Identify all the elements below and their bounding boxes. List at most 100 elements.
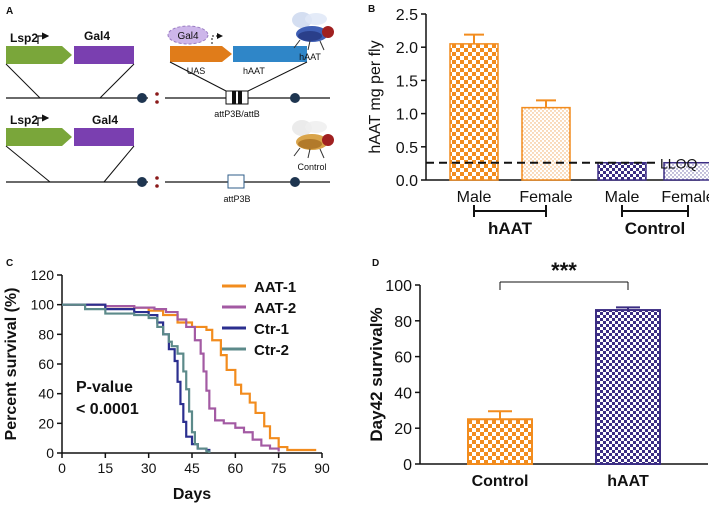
attp3b-attb-label: attP3B/attB — [214, 109, 260, 119]
row1-break-dot-top — [155, 92, 159, 96]
c-survival-line — [62, 303, 211, 453]
c-y-tick-label: 120 — [31, 267, 55, 283]
fly-haat-image — [292, 12, 334, 51]
b-y-tick-label: 1.5 — [396, 73, 418, 90]
panel-b-letter: B — [368, 4, 375, 15]
c-y-tick-label: 0 — [46, 445, 54, 461]
row1-lsp2-arrow — [6, 46, 72, 64]
b-bar — [663, 161, 709, 181]
attp3b-attb-site — [225, 90, 249, 105]
row1-right-flank-line — [99, 63, 135, 99]
d-y-tick-label: 60 — [394, 350, 412, 367]
d-bar — [595, 309, 661, 465]
row2-centromere — [137, 177, 147, 187]
c-survival-line — [62, 303, 280, 452]
row2-lsp2-arrow — [6, 128, 72, 146]
c-y-tick-label: 20 — [38, 415, 54, 431]
d-y-tick-label: 0 — [403, 457, 412, 474]
b-y-tick-label: 1.0 — [396, 107, 418, 124]
c-x-tick-label: 60 — [228, 460, 244, 476]
b-category-label: Male — [605, 189, 640, 206]
attb-stripe-1 — [232, 91, 236, 104]
row1-lsp2-label: Lsp2 — [10, 31, 38, 45]
panel-a-letter: A — [6, 6, 13, 17]
b-category-label: Female — [519, 189, 572, 206]
c-x-tick-label: 30 — [141, 460, 157, 476]
row1b-centromere — [290, 93, 300, 103]
b-bar — [597, 161, 647, 181]
b-category-label: Male — [457, 189, 492, 206]
row1-promoter-arrow — [37, 32, 50, 44]
b-bar — [449, 43, 499, 181]
haat-gene-label: hAAT — [243, 66, 265, 76]
b-y-axis-label: hAAT mg per fly — [367, 40, 384, 153]
b-bar — [521, 106, 571, 181]
row2-right-flank-line — [103, 145, 135, 183]
row1b-left-flank-line — [169, 61, 229, 93]
c-pvalue-value: < 0.0001 — [76, 401, 139, 418]
row2-break-dot-bottom — [155, 184, 159, 188]
attp3b-site — [227, 174, 245, 189]
row2-promoter-arrow — [37, 114, 50, 126]
panel-a: A Lsp2 Gal4 Gal4 UAS hAAT — [5, 6, 334, 204]
row1-right-construct: Gal4 UAS hAAT attP3B/attB — [165, 25, 330, 119]
c-pvalue-label: P-value — [76, 379, 133, 396]
b-y-tick-label: 2.5 — [396, 7, 418, 24]
c-x-tick-label: 0 — [58, 460, 66, 476]
c-legend-label: Ctr-1 — [254, 321, 289, 338]
chart-b-haat-per-fly: 0.0 0.5 1.0 1.5 2.0 2.5 hAAT mg per fly Male Fem… — [367, 7, 709, 238]
b-y-tick-label: 0.5 — [396, 140, 418, 157]
row1b-right-flank-line — [245, 61, 308, 93]
b-y-tick-label: 0.0 — [396, 173, 418, 190]
fly-haat-label: hAAT — [299, 52, 321, 62]
gal4-protein-label: Gal4 — [177, 31, 199, 42]
row1-centromere — [137, 93, 147, 103]
uas-activation-arrow — [211, 33, 223, 44]
c-y-tick-label: 100 — [31, 297, 55, 313]
c-y-axis-label: Percent survival (%) — [3, 288, 20, 441]
attp3b-label: attP3B — [223, 194, 250, 204]
d-y-tick-label: 40 — [394, 385, 412, 402]
b-lloq-label: LLOQ — [660, 156, 697, 172]
c-y-tick-label: 60 — [38, 356, 54, 372]
fly-control-image — [292, 120, 334, 159]
c-x-tick-label: 15 — [98, 460, 114, 476]
d-y-tick-label: 20 — [394, 421, 412, 438]
c-x-axis-label: Days — [173, 486, 211, 503]
d-y-tick-label: 100 — [385, 278, 412, 295]
row2-left-construct: Lsp2 Gal4 — [5, 113, 159, 188]
chart-c-survival-curves: 0 20 40 60 80 100 120 0 15 30 45 60 75 90 Days Percent … — [3, 267, 330, 503]
row1-break-dot-bottom — [155, 100, 159, 104]
haat-gene-box — [233, 46, 307, 62]
b-group-label: hAAT — [488, 219, 533, 238]
uas-box — [170, 46, 232, 62]
row1-left-construct: Lsp2 Gal4 — [5, 29, 159, 104]
row2-left-flank-line — [5, 145, 51, 183]
row2b-centromere — [290, 177, 300, 187]
d-y-axis-label: Day42 survival% — [367, 307, 386, 441]
chart-d-day42-survival: 0 20 40 60 80 100 Day42 survival% Control hAAT **… — [367, 258, 708, 490]
c-legend-label: AAT-1 — [254, 279, 296, 296]
b-category-label: Female — [661, 189, 709, 206]
fly-control-label: Control — [297, 162, 326, 172]
row1-left-flank-line — [5, 63, 41, 99]
row2-break-dot-top — [155, 176, 159, 180]
d-y-tick-label: 80 — [394, 314, 412, 331]
uas-label: UAS — [187, 66, 206, 76]
c-x-tick-label: 75 — [271, 460, 287, 476]
b-group-label: Control — [625, 219, 685, 238]
b-y-tick-label: 2.0 — [396, 40, 418, 57]
c-y-tick-label: 80 — [38, 326, 54, 342]
c-legend-label: AAT-2 — [254, 300, 296, 317]
row2-gal4-label: Gal4 — [92, 113, 118, 127]
panel-c-letter: C — [6, 258, 13, 269]
d-significance-label: *** — [551, 258, 577, 283]
row2-lsp2-label: Lsp2 — [10, 113, 38, 127]
d-category-label: hAAT — [607, 473, 649, 490]
d-bar — [467, 418, 533, 465]
c-legend-label: Ctr-2 — [254, 342, 289, 359]
row1-gal4-box — [74, 46, 134, 64]
row1-gal4-label: Gal4 — [84, 29, 110, 43]
panel-d-letter: D — [372, 258, 379, 269]
